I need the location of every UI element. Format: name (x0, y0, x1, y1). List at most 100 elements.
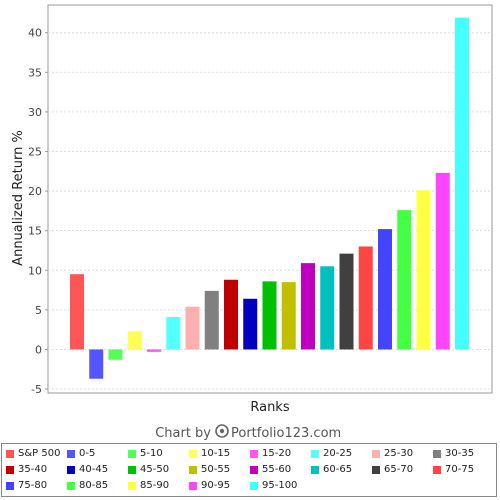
legend-item: 25-30 (372, 447, 413, 460)
bar-60-65 (320, 266, 335, 350)
legend-label: 60-65 (323, 464, 353, 475)
legend-item: 90-95 (189, 479, 230, 492)
bar-20-25 (166, 316, 181, 350)
legend-item: 55-60 (250, 463, 291, 476)
bar-75-80 (378, 229, 392, 350)
bar-90-95 (435, 172, 450, 350)
legend-item: 70-75 (433, 463, 474, 476)
credit-line: Chart by Portfolio123.com (155, 424, 341, 441)
y-tick-label: 40 (28, 27, 42, 40)
legend-swatch (67, 449, 75, 458)
legend-swatch (6, 481, 14, 490)
y-axis-label: Annualized Return % (11, 130, 26, 266)
legend-label: 15-20 (262, 448, 292, 459)
bar-35-40 (224, 279, 238, 350)
bar-55-60 (301, 263, 315, 350)
credit-prefix: Chart by (155, 426, 211, 441)
legend-label: 0-5 (79, 448, 96, 459)
bar-25-30 (185, 306, 200, 350)
bar-15-20 (147, 349, 161, 352)
portfolio123-logo-icon (215, 424, 229, 438)
y-tick-label: 0 (35, 343, 42, 356)
x-axis-label: Ranks (250, 400, 289, 415)
legend-label: 75-80 (18, 480, 48, 491)
legend-swatch (189, 465, 197, 474)
legend-label: 95-100 (262, 480, 298, 491)
legend-swatch (433, 449, 441, 458)
legend-swatch (250, 449, 258, 458)
bar-45-50 (262, 281, 277, 350)
legend-item: 10-15 (189, 447, 230, 460)
bar-5-10 (108, 349, 123, 360)
legend-swatch (6, 449, 14, 458)
legend-swatch (372, 449, 380, 458)
legend-label: 70-75 (445, 464, 475, 475)
bar-65-70 (339, 253, 354, 350)
legend-label: 50-55 (201, 464, 231, 475)
legend-item: 80-85 (67, 479, 108, 492)
legend-label: S&P 500 (18, 448, 61, 459)
legend-label: 30-35 (445, 448, 475, 459)
legend-item: 65-70 (372, 463, 413, 476)
legend-label: 10-15 (201, 448, 231, 459)
legend-item: 85-90 (128, 479, 169, 492)
y-tick-label: -5 (31, 383, 42, 396)
legend-swatch (128, 465, 136, 474)
legend-item: 35-40 (6, 463, 47, 476)
legend-item: 95-100 (250, 479, 297, 492)
legend-swatch (67, 481, 75, 490)
legend-swatch (6, 465, 14, 474)
legend-swatch (67, 465, 75, 474)
legend-item: 15-20 (250, 447, 291, 460)
legend-label: 90-95 (201, 480, 231, 491)
legend-item: 0-5 (67, 447, 95, 460)
legend-label: 80-85 (79, 480, 109, 491)
y-tick-label: 30 (28, 106, 42, 119)
legend-label: 40-45 (79, 464, 109, 475)
legend-label: 45-50 (140, 464, 170, 475)
bar-0-5 (89, 349, 104, 379)
bar-70-75 (358, 246, 373, 350)
legend-item: 75-80 (6, 479, 47, 492)
legend-item: 5-10 (128, 447, 163, 460)
legend-label: 65-70 (384, 464, 414, 475)
legend-label: 5-10 (140, 448, 163, 459)
legend-label: 20-25 (323, 448, 353, 459)
bar-10-15 (127, 331, 142, 350)
y-tick-label: 10 (28, 264, 42, 277)
credit-brand: Portfolio123.com (231, 426, 341, 441)
legend-swatch (311, 449, 319, 458)
legend-swatch (189, 449, 197, 458)
legend-swatch (433, 465, 441, 474)
y-tick-label: 35 (28, 66, 42, 79)
legend-swatch (311, 465, 319, 474)
bar-40-45 (243, 298, 258, 350)
bar-85-90 (416, 190, 431, 350)
legend-item: 45-50 (128, 463, 169, 476)
bar-80-85 (397, 210, 412, 350)
legend-swatch (250, 481, 258, 490)
legend: S&P 500 0-5 5-10 10-15 15-20 20-25 25-30 30-35 3… (1, 443, 497, 497)
legend-item: 30-35 (433, 447, 474, 460)
legend-swatch (189, 481, 197, 490)
legend-swatch (128, 449, 136, 458)
legend-swatch (372, 465, 380, 474)
legend-item: 60-65 (311, 463, 352, 476)
bar-95-100 (455, 17, 469, 350)
bar-s-p-500 (70, 274, 84, 350)
bars (70, 17, 469, 379)
y-tick-label: 25 (28, 145, 42, 158)
legend-item: 20-25 (311, 447, 352, 460)
legend-label: 35-40 (18, 464, 48, 475)
bar-30-35 (204, 290, 219, 350)
legend-item: 40-45 (67, 463, 108, 476)
y-tick-label: 20 (28, 185, 42, 198)
legend-swatch (128, 481, 136, 490)
y-tick-label: 5 (35, 304, 42, 317)
legend-item: S&P 500 (6, 447, 60, 460)
legend-item: 50-55 (189, 463, 230, 476)
bar-50-55 (281, 282, 296, 350)
legend-swatch (250, 465, 258, 474)
y-tick-label: 15 (28, 225, 42, 238)
